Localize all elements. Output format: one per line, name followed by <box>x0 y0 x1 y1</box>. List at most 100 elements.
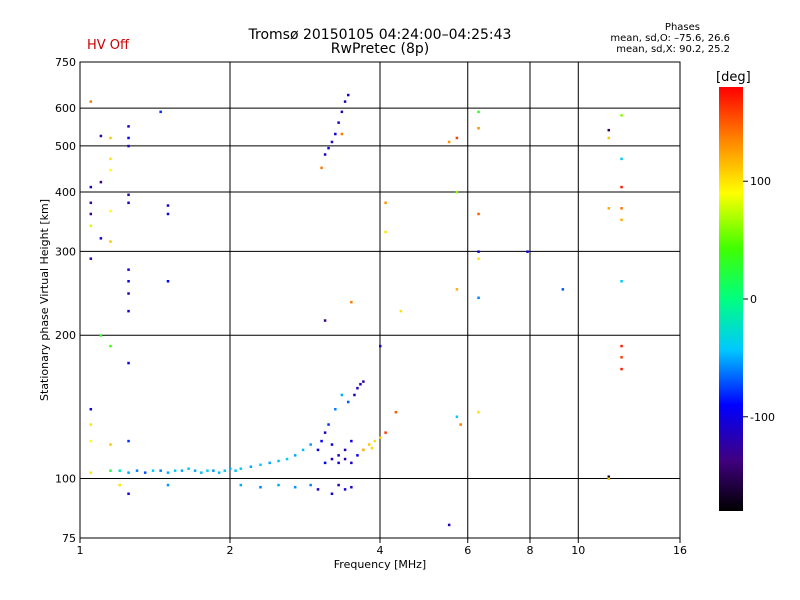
data-point <box>350 461 353 465</box>
data-point <box>384 230 387 234</box>
data-point <box>200 471 203 474</box>
y-tick-label: 300 <box>55 245 76 258</box>
data-point <box>173 469 177 472</box>
data-point <box>340 393 344 397</box>
phase-colorbar <box>719 87 743 511</box>
data-point <box>340 110 344 114</box>
phases-x-stats: mean, sd,X: 90.2, 25.2 <box>616 44 730 55</box>
data-point <box>118 483 121 487</box>
data-point <box>285 457 289 461</box>
y-tick-label: 400 <box>55 186 76 199</box>
data-point <box>259 463 262 467</box>
y-tick-label: 100 <box>55 473 76 486</box>
data-point <box>151 469 155 472</box>
data-point <box>447 523 451 527</box>
data-point <box>455 288 459 291</box>
data-point <box>323 431 327 434</box>
y-tick-label: 750 <box>55 56 76 69</box>
data-point <box>166 280 170 283</box>
data-point <box>620 207 623 210</box>
x-tick-label: 8 <box>527 544 534 557</box>
data-point <box>343 488 347 491</box>
data-point <box>394 410 398 414</box>
data-point <box>127 361 130 365</box>
x-tick-label: 4 <box>377 544 384 557</box>
data-point <box>320 166 323 170</box>
data-point <box>135 469 139 472</box>
data-point <box>340 132 344 136</box>
data-point <box>620 344 623 348</box>
data-point <box>350 485 353 489</box>
data-point <box>277 459 280 463</box>
data-point <box>353 393 356 397</box>
data-point <box>337 461 340 465</box>
data-point <box>607 475 611 478</box>
data-point <box>334 132 337 136</box>
data-point <box>620 185 623 189</box>
data-point <box>268 461 271 465</box>
data-point <box>477 410 480 414</box>
data-point <box>127 439 130 443</box>
x-tick-label: 6 <box>464 544 471 557</box>
data-point <box>89 201 93 205</box>
data-point <box>109 157 112 161</box>
data-point <box>330 492 334 496</box>
data-point <box>477 250 480 253</box>
data-point <box>229 467 232 470</box>
data-point <box>223 469 227 472</box>
data-point <box>109 240 112 243</box>
data-point <box>346 93 350 97</box>
data-point <box>239 483 243 487</box>
data-point <box>127 125 130 128</box>
data-point <box>607 136 611 140</box>
y-tick-label: 600 <box>55 102 76 115</box>
colorbar-tick-label: 0 <box>750 293 757 306</box>
data-point <box>159 469 162 472</box>
data-point <box>323 153 327 156</box>
data-point <box>187 467 190 470</box>
data-point <box>166 471 170 474</box>
data-point <box>109 469 112 472</box>
data-point <box>477 127 480 130</box>
data-point <box>477 257 480 260</box>
data-point <box>166 483 170 487</box>
data-point <box>109 344 112 348</box>
data-point <box>620 157 623 161</box>
data-point <box>620 280 623 283</box>
data-point <box>259 485 262 489</box>
phases-legend-title: Phases <box>664 22 700 33</box>
colorbar-ticks: 100 0 -100 <box>743 175 775 424</box>
data-point <box>127 309 130 313</box>
data-point <box>323 319 327 322</box>
data-point <box>607 477 611 481</box>
y-tick-label: 75 <box>62 532 76 545</box>
data-point <box>455 190 459 194</box>
data-point <box>234 469 237 472</box>
data-point <box>350 300 353 304</box>
data-point <box>127 280 130 283</box>
colorbar-tick-label: 100 <box>750 175 771 188</box>
data-point <box>384 201 387 205</box>
data-point <box>99 334 103 337</box>
data-point <box>301 448 305 452</box>
data-point <box>217 471 221 474</box>
data-point <box>127 201 130 205</box>
data-point <box>346 400 350 404</box>
data-point <box>109 443 112 446</box>
data-point <box>159 110 162 114</box>
data-point <box>127 471 130 474</box>
data-point <box>206 469 209 472</box>
data-point <box>561 288 565 291</box>
data-point <box>89 407 93 411</box>
phases-o-stats: mean, sd,O: –75.6, 26.6 <box>610 33 730 44</box>
data-point <box>343 100 347 103</box>
data-point <box>362 448 365 452</box>
data-point <box>127 193 130 197</box>
data-point <box>89 212 93 216</box>
data-point <box>127 136 130 140</box>
data-point <box>212 469 215 472</box>
data-point <box>477 212 480 216</box>
hv-status: HV Off <box>87 38 129 53</box>
data-point <box>127 144 130 148</box>
data-point <box>293 485 297 489</box>
